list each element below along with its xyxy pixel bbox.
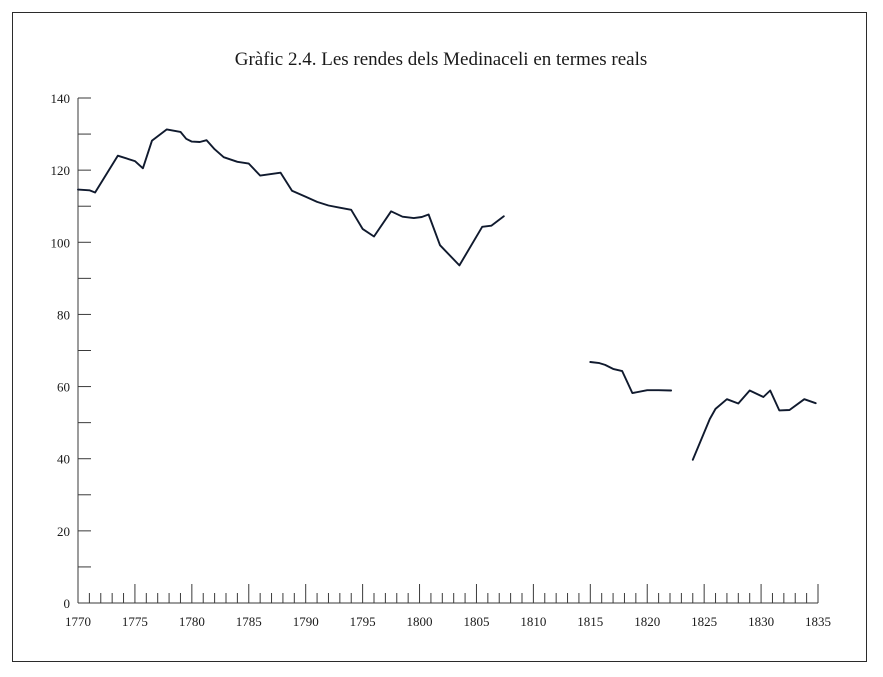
x-tick-label: 1780 bbox=[179, 614, 205, 629]
plot-area bbox=[77, 128, 817, 461]
y-tick-label: 0 bbox=[64, 596, 71, 611]
chart-title: Gràfic 2.4. Les rendes dels Medinaceli e… bbox=[235, 49, 648, 70]
y-axis: 0 20 40 60 80 100 120 140 bbox=[51, 91, 91, 611]
y-tick-label: 80 bbox=[57, 307, 70, 322]
x-tick-label: 1785 bbox=[236, 614, 262, 629]
y-tick-label: 20 bbox=[57, 524, 70, 539]
x-tick-label: 1800 bbox=[407, 614, 433, 629]
x-tick-label: 1820 bbox=[634, 614, 660, 629]
x-tick-label: 1775 bbox=[122, 614, 148, 629]
y-tick-label: 120 bbox=[51, 163, 71, 178]
series-line-segment bbox=[589, 361, 673, 395]
y-tick-label: 40 bbox=[57, 452, 70, 467]
series-line-segment bbox=[77, 128, 505, 267]
x-tick-label: 1825 bbox=[691, 614, 717, 629]
x-tick-label: 1805 bbox=[463, 614, 489, 629]
series-line-segment bbox=[691, 389, 817, 461]
chart-frame bbox=[12, 12, 867, 662]
x-axis: 1770 1775 1780 1785 1790 1795 1800 1805 1810 1815… bbox=[65, 584, 831, 629]
x-tick-label: 1795 bbox=[350, 614, 376, 629]
x-tick-label: 1810 bbox=[520, 614, 546, 629]
x-tick-label: 1790 bbox=[293, 614, 319, 629]
y-tick-label: 60 bbox=[57, 380, 70, 395]
y-tick-label: 100 bbox=[51, 235, 71, 250]
x-tick-label: 1835 bbox=[805, 614, 831, 629]
x-tick-label: 1815 bbox=[577, 614, 603, 629]
x-tick-label: 1830 bbox=[748, 614, 774, 629]
y-tick-label: 140 bbox=[51, 91, 71, 106]
x-tick-label: 1770 bbox=[65, 614, 91, 629]
